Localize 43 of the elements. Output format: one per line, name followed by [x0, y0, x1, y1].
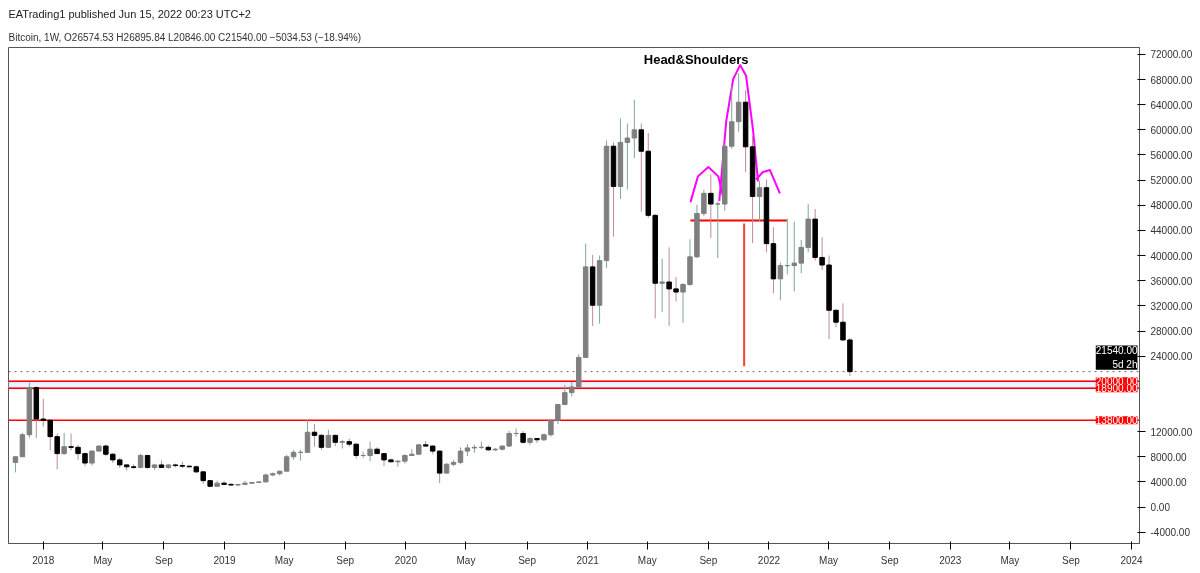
- x-tick-label: Sep: [155, 554, 174, 566]
- annotation: Head&Shoulders: [643, 52, 749, 68]
- x-tick-label: 2022: [757, 554, 781, 566]
- x-tick-label: 2024: [1120, 554, 1144, 566]
- x-tick-label: Sep: [336, 554, 355, 566]
- y-tick-label: 60000.00: [1150, 124, 1193, 136]
- y-tick-label: 48000.00: [1150, 200, 1193, 212]
- y-tick-label: 44000.00: [1150, 225, 1193, 237]
- x-tick-label: May: [819, 554, 839, 566]
- chart-title: EATrading1 published Jun 15, 2022 00:23 UTC+2: [8, 7, 251, 20]
- y-tick-label: 32000.00: [1150, 300, 1193, 312]
- x-tick-label: May: [274, 554, 294, 566]
- y-tick-label: 36000.00: [1150, 275, 1193, 287]
- x-tick-label: Sep: [880, 554, 899, 566]
- y-tick-label: 56000.00: [1150, 150, 1193, 161]
- x-tick-label: 2021: [576, 554, 600, 566]
- y-tick-label: 0.00: [1150, 502, 1171, 514]
- x-tick-label: May: [637, 554, 657, 566]
- y-tick-label: 72000.00: [1150, 49, 1193, 61]
- y-tick-label: -4000.00: [1150, 527, 1191, 539]
- y-tick-label: 52000.00: [1150, 175, 1193, 187]
- x-tick-label: Sep: [518, 554, 537, 566]
- y-tick-label: 64000.00: [1150, 99, 1193, 111]
- chart-subtitle: Bitcoin, 1W, O26574.53 H26895.84 L20846.00 C21540.00 −5034.53 (−18.94%): [8, 31, 361, 43]
- x-tick-label: 2020: [394, 554, 418, 566]
- y-tick-label: 68000.00: [1150, 74, 1193, 86]
- x-tick-label: 2018: [32, 554, 55, 566]
- ref-line-label: 18900.00: [1095, 383, 1138, 395]
- y-tick-label: 4000.00: [1150, 476, 1188, 488]
- x-tick-label: Sep: [1062, 554, 1081, 566]
- y-tick-label: 8000.00: [1150, 451, 1188, 463]
- x-tick-label: May: [456, 554, 476, 566]
- x-tick-label: Sep: [699, 554, 718, 566]
- x-tick-label: 2023: [939, 554, 962, 566]
- y-tick-label: 12000.00: [1150, 426, 1193, 438]
- x-tick-label: 2019: [213, 554, 237, 566]
- y-tick-label: 28000.00: [1150, 326, 1193, 338]
- x-tick-label: May: [93, 554, 113, 566]
- ref-line-label: 21540.00 5d 2h: [1095, 345, 1138, 370]
- y-tick-label: 40000.00: [1150, 250, 1193, 262]
- y-tick-label: 24000.00: [1150, 351, 1193, 363]
- ref-line-label: 13800.00: [1095, 415, 1138, 427]
- x-tick-label: May: [1000, 554, 1020, 566]
